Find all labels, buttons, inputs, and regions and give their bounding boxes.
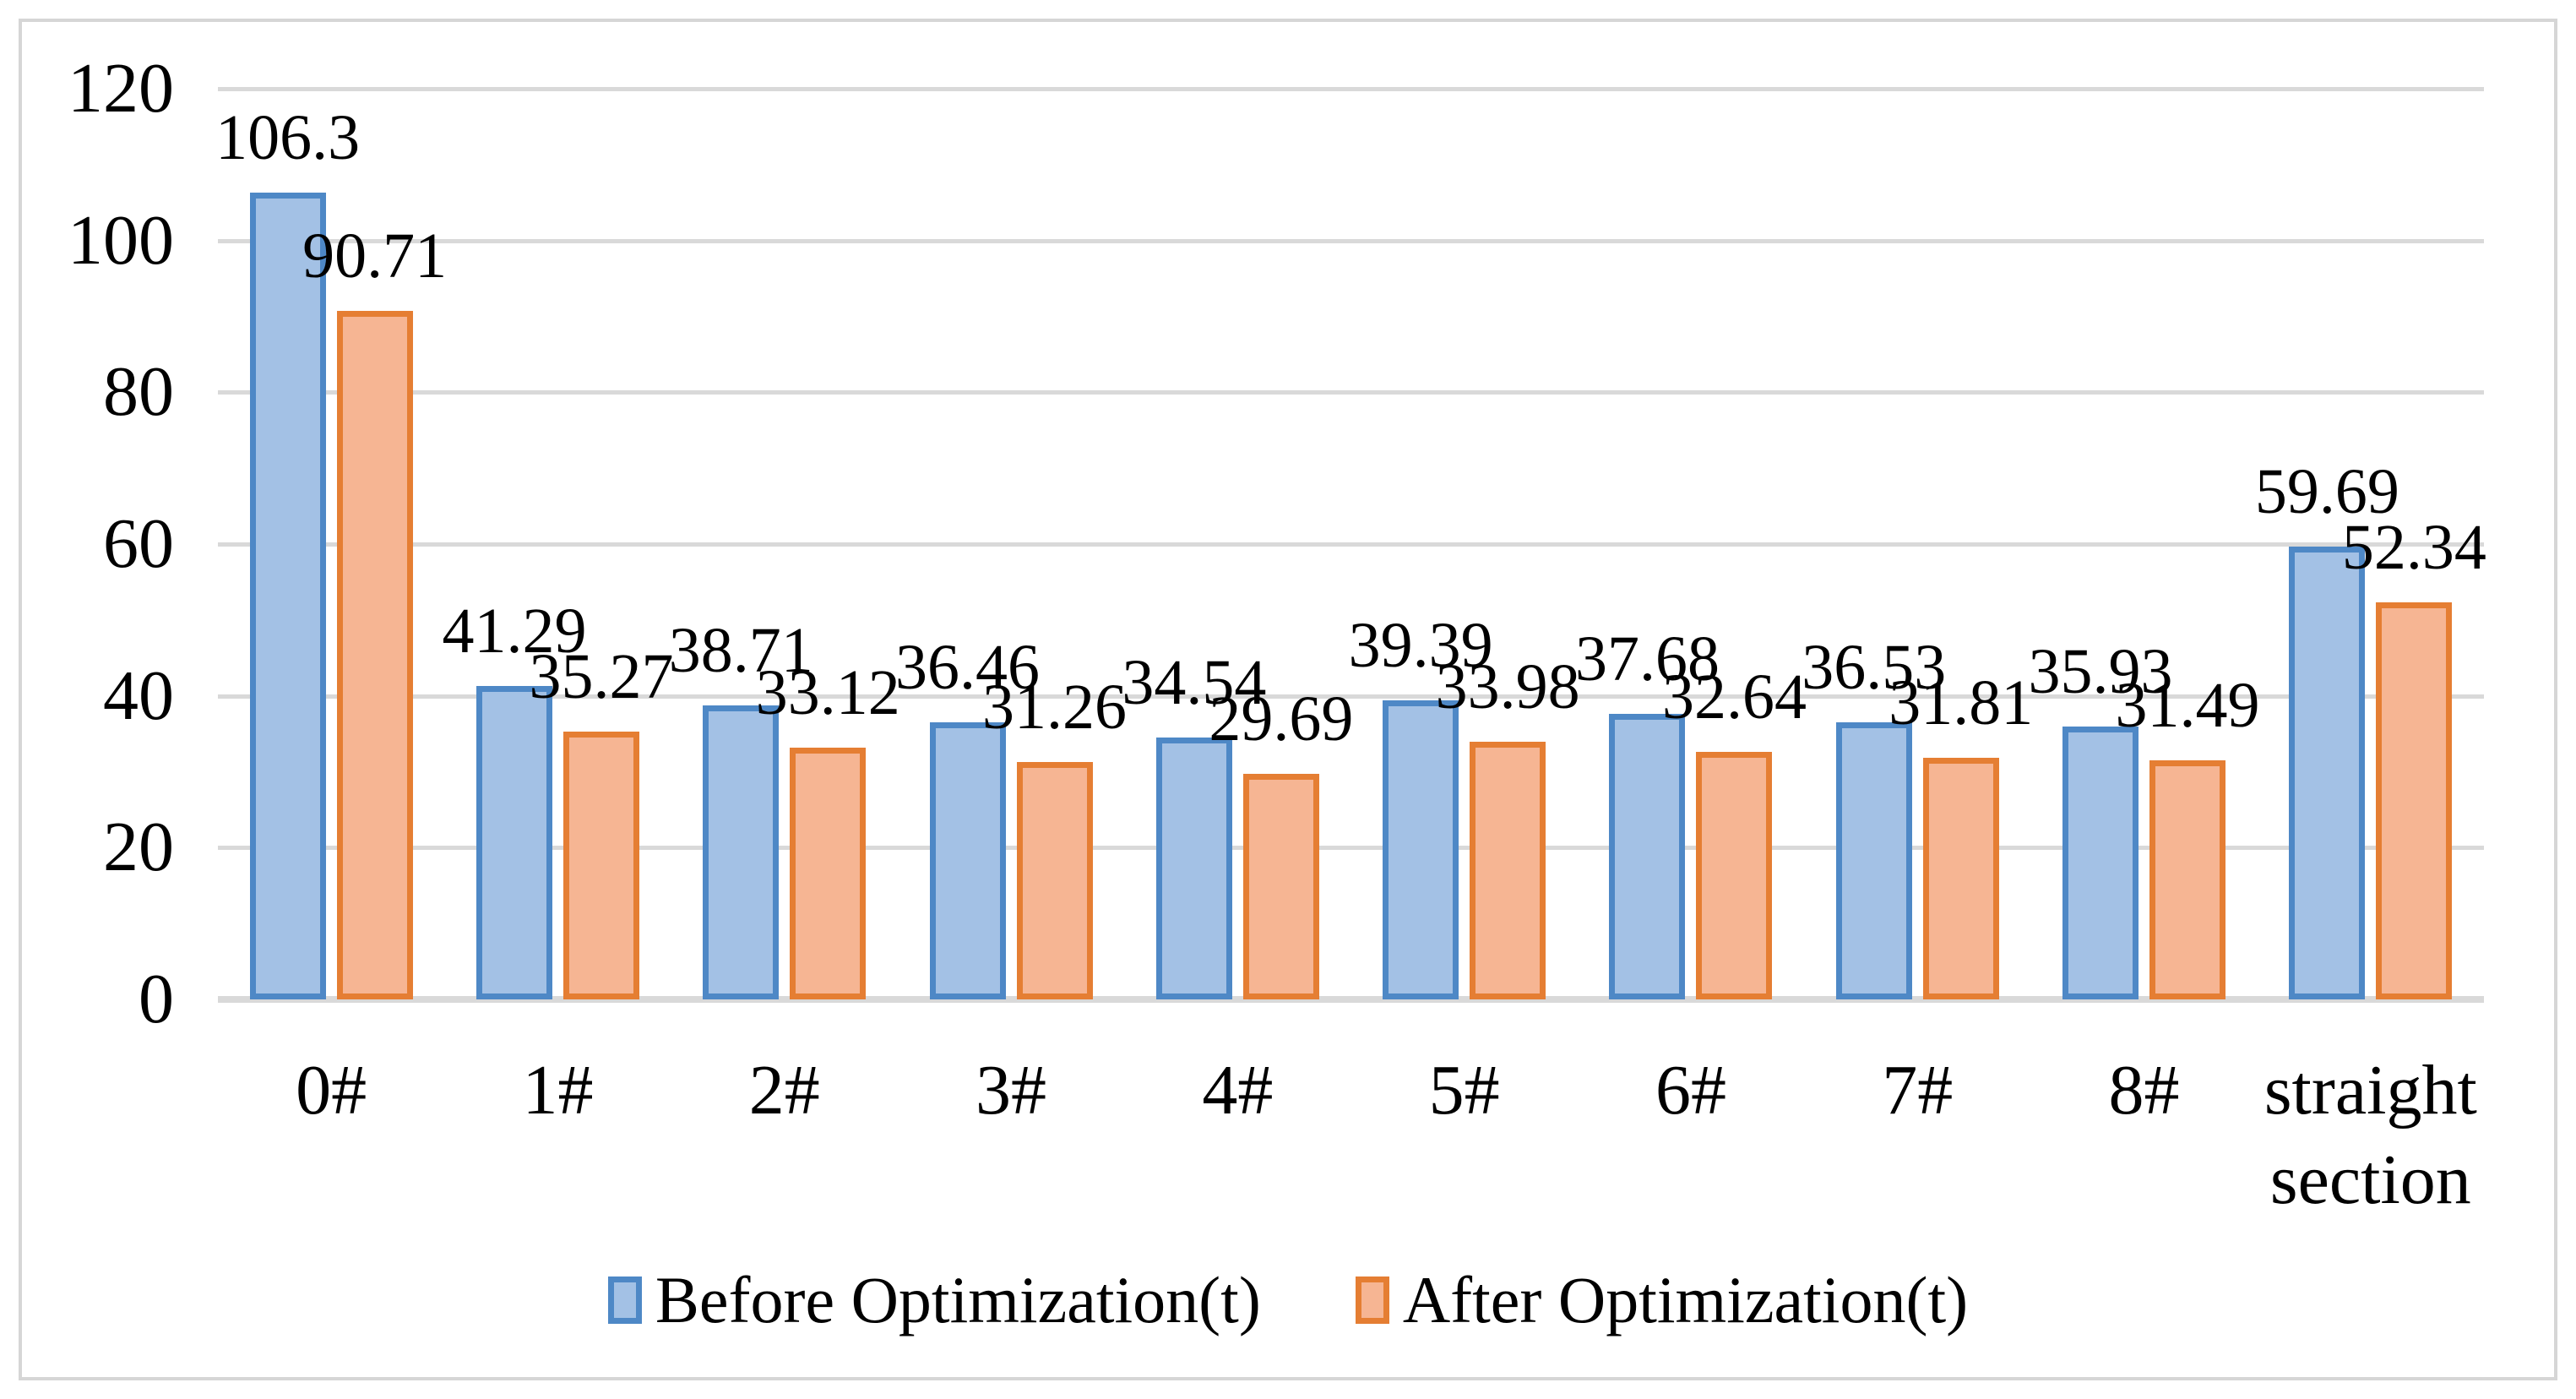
gridline-40 <box>218 694 2484 699</box>
data-label-after-5#: 33.98 <box>1435 651 1580 722</box>
data-label-after-0#: 90.71 <box>302 220 448 292</box>
data-label-after-straight section: 52.34 <box>2341 511 2486 583</box>
y-tick-label-0: 0 <box>139 960 174 1038</box>
legend-item-after-optimization: After Optimization(t) <box>1355 1263 1969 1336</box>
x-axis-label-7#: 7# <box>1882 1051 1954 1130</box>
gridline-120 <box>218 87 2484 91</box>
bar-before-5# <box>1383 700 1459 999</box>
y-tick-label-100: 100 <box>68 200 174 280</box>
x-axis-label-4#: 4# <box>1202 1051 1274 1130</box>
gridline-100 <box>218 238 2484 243</box>
chart-outer-frame <box>19 19 2557 1380</box>
y-tick-label-60: 60 <box>103 504 174 583</box>
bar-before-7# <box>1835 721 1912 999</box>
x-axis-label-5#: 5# <box>1428 1051 1500 1130</box>
bar-before-6# <box>1609 713 1686 999</box>
data-label-before-7#: 36.53 <box>1802 631 1947 703</box>
x-axis-label-3#: 3# <box>976 1051 1047 1130</box>
data-label-after-6#: 32.64 <box>1661 661 1807 732</box>
data-label-after-8#: 31.49 <box>2115 670 2260 742</box>
bar-after-7# <box>1922 758 1999 999</box>
bar-before-straight section <box>2289 546 2366 999</box>
bar-after-3# <box>1016 762 1093 999</box>
bar-before-8# <box>2062 727 2139 999</box>
gridline-60 <box>218 542 2484 547</box>
data-label-before-3#: 36.46 <box>895 632 1041 704</box>
x-axis-label-0#: 0# <box>296 1051 367 1130</box>
y-tick-label-80: 80 <box>103 352 174 432</box>
x-axis-label-straight section: straight section <box>2264 1051 2477 1219</box>
bar-after-4# <box>1242 774 1319 999</box>
legend-marker-before-icon <box>607 1277 642 1324</box>
y-tick-label-40: 40 <box>103 656 174 735</box>
bar-after-6# <box>1696 751 1773 999</box>
y-tick-label-20: 20 <box>103 808 174 887</box>
legend-item-before-optimization: Before Optimization(t) <box>607 1263 1261 1336</box>
data-label-before-2#: 38.71 <box>668 615 813 687</box>
bar-after-straight section <box>2376 602 2453 999</box>
data-label-before-0#: 106.3 <box>215 102 361 174</box>
bar-after-8# <box>2149 760 2226 999</box>
bar-before-2# <box>703 705 780 999</box>
data-label-after-1#: 35.27 <box>529 641 674 713</box>
data-label-after-3#: 31.26 <box>982 672 1128 743</box>
legend: Before Optimization(t) After Optimizatio… <box>0 1264 2576 1336</box>
data-label-after-2#: 33.12 <box>755 657 900 729</box>
data-label-before-6#: 37.68 <box>1574 623 1720 694</box>
x-axis-label-1#: 1# <box>522 1051 594 1130</box>
gridline-80 <box>218 390 2484 395</box>
legend-label-after: After Optimization(t) <box>1402 1263 1969 1336</box>
plot-area <box>218 87 2484 1003</box>
bar-before-3# <box>929 722 1006 999</box>
x-axis-label-6#: 6# <box>1655 1051 1726 1130</box>
data-label-before-straight section: 59.69 <box>2254 455 2399 527</box>
data-label-before-1#: 41.29 <box>442 596 587 667</box>
data-label-after-7#: 31.81 <box>1889 667 2034 739</box>
bar-before-1# <box>476 686 552 999</box>
bar-before-0# <box>249 193 326 999</box>
legend-label-before: Before Optimization(t) <box>655 1263 1261 1336</box>
data-label-before-4#: 34.54 <box>1122 646 1267 718</box>
gridline-20 <box>218 846 2484 851</box>
bar-after-2# <box>790 748 867 999</box>
x-axis-label-8#: 8# <box>2108 1051 2180 1130</box>
bar-after-5# <box>1470 741 1546 999</box>
bar-after-1# <box>562 732 639 999</box>
y-tick-label-120: 120 <box>68 49 174 128</box>
data-label-before-8#: 35.93 <box>2028 636 2173 708</box>
data-label-before-5#: 39.39 <box>1348 610 1493 682</box>
legend-marker-after-icon <box>1355 1277 1389 1324</box>
gridline-0 <box>218 996 2484 1003</box>
data-label-after-4#: 29.69 <box>1209 683 1354 755</box>
x-axis-label-2#: 2# <box>748 1051 820 1130</box>
bar-before-4# <box>1155 737 1232 999</box>
bar-after-0# <box>336 311 413 999</box>
